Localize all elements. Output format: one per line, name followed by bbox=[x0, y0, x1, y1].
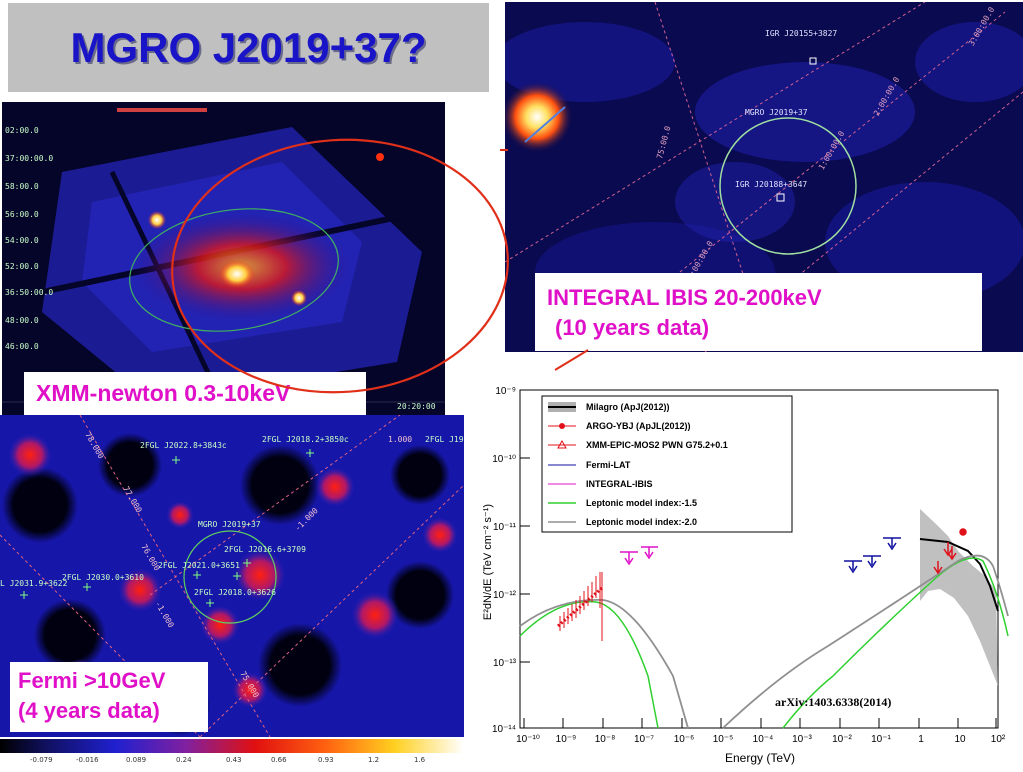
slide-title: MGRO J2019+37? bbox=[70, 23, 427, 71]
x-tick-label: 10 bbox=[954, 734, 966, 745]
legend-box bbox=[541, 395, 793, 533]
plot-frame bbox=[519, 389, 999, 729]
x-tick-label: 10⁻⁷ bbox=[634, 734, 654, 745]
fermi-source-label: 2FGL J19 bbox=[425, 435, 464, 444]
x-axis-label: Energy (TeV) bbox=[725, 751, 795, 765]
xmm-dec-label: 54:00.0 bbox=[5, 236, 39, 245]
legend-label: Milagro (ApJ(2012)) bbox=[586, 402, 670, 412]
y-tick-label: 10⁻¹¹ bbox=[493, 522, 517, 533]
fermi-source-label: 2FGL J2021.0+3651 bbox=[158, 561, 240, 570]
x-tick-label: 1 bbox=[918, 734, 924, 745]
fermi-source-label: 2FGL J2022.8+3843c bbox=[140, 441, 227, 450]
xmm-caption: XMM-newton 0.3-10keV bbox=[24, 372, 366, 418]
integral-caption: INTEGRAL IBIS 20-200keV (10 years data) bbox=[535, 273, 982, 351]
x-tick-label: 10⁻¹⁰ bbox=[516, 734, 540, 745]
xmm-dec-label: 48:00.0 bbox=[5, 316, 39, 325]
xmm-dec-label: 56:00.0 bbox=[5, 210, 39, 219]
x-tick-label: 10⁻⁵ bbox=[713, 734, 734, 745]
colorbar-tick: 1.6 bbox=[414, 756, 426, 764]
legend-label: Leptonic model index:-1.5 bbox=[586, 498, 697, 508]
x-tick-label: 10⁻⁶ bbox=[674, 734, 695, 745]
xmm-dec-label: 02:00.0 bbox=[5, 126, 39, 135]
legend-label: Fermi-LAT bbox=[586, 460, 631, 470]
x-tick-label: 10⁻² bbox=[832, 734, 852, 745]
xmm-dec-label: 37:00:00.0 bbox=[5, 154, 54, 163]
xmm-caption-text: XMM-newton 0.3-10keV bbox=[36, 380, 291, 406]
x-tick-label: 10⁻⁹ bbox=[556, 734, 577, 745]
title-box: MGRO J2019+37? bbox=[8, 3, 489, 92]
xmm-dec-label: 52:00.0 bbox=[5, 262, 39, 271]
fermi-source-label: 2FGL J2018.2+3850c bbox=[262, 435, 349, 444]
fermi-image bbox=[0, 415, 464, 737]
integral-upper-limits bbox=[620, 546, 658, 566]
legend-swatch bbox=[559, 423, 565, 429]
fermi-source-label: 2FGL J2018.0+3626 bbox=[194, 588, 276, 597]
fermi-source-label: L J2031.9+3622 bbox=[0, 579, 68, 588]
fermi-grid-label: 1.000 bbox=[388, 435, 413, 444]
x-tick-label: 10² bbox=[991, 734, 1006, 745]
x-tick-label: 10⁻³ bbox=[792, 734, 812, 745]
citation-label: arXiv:1403.6338(2014) bbox=[775, 695, 891, 709]
integral-caption-line1: INTEGRAL IBIS 20-200keV bbox=[547, 285, 822, 310]
legend-label: Leptonic model index:-2.0 bbox=[586, 517, 697, 527]
colorbar-tick: 0.66 bbox=[271, 756, 287, 764]
legend-label: XMM-EPIC-MOS2 PWN G75.2+0.1 bbox=[586, 440, 728, 450]
colorbar-tick: 0.24 bbox=[176, 756, 192, 764]
sed-plot: Milagro (ApJ(2012)) ARGO-YBJ (ApJL(2012)… bbox=[478, 376, 1023, 767]
leptonic-2.0-curve bbox=[519, 599, 689, 729]
colorbar-gradient bbox=[0, 739, 464, 753]
sed-plot-svg: Milagro (ApJ(2012)) ARGO-YBJ (ApJL(2012)… bbox=[482, 386, 1009, 765]
fermi-source-label: MGRO J2019+37 bbox=[198, 520, 261, 529]
connector-line bbox=[554, 349, 589, 371]
integral-source-label: IGR J20188+3647 bbox=[735, 180, 808, 189]
integral-caption-line2: (10 years data) bbox=[555, 315, 710, 340]
fermi-caption-line1: Fermi >10GeV bbox=[18, 668, 166, 693]
colorbar-tick: 0.089 bbox=[126, 756, 147, 764]
colorbar-tick: 0.43 bbox=[226, 756, 242, 764]
fermi-caption: Fermi >10GeV (4 years data) bbox=[10, 662, 208, 732]
legend-label: INTEGRAL-IBIS bbox=[586, 479, 653, 489]
leptonic-1.5-curve bbox=[519, 600, 659, 729]
fermi-caption-line2: (4 years data) bbox=[18, 698, 160, 723]
y-tick-label: 10⁻¹³ bbox=[493, 658, 517, 669]
xmm-image-panel: 02:00.0 37:00:00.0 58:00.0 56:00.0 54:00… bbox=[2, 102, 445, 415]
xmm-ra-label: 20:20:00 bbox=[397, 402, 436, 411]
legend-label: ARGO-YBJ (ApJL(2012)) bbox=[586, 421, 691, 431]
colorbar-tick: 1.2 bbox=[368, 756, 380, 764]
colorbar-tick: -0.079 bbox=[30, 756, 53, 764]
x-tick-label: 10⁻¹ bbox=[871, 734, 891, 745]
x-tick-label: 10⁻⁴ bbox=[753, 734, 774, 745]
integral-source-label: IGR J20155+3827 bbox=[765, 29, 838, 38]
integral-source-label: MGRO J2019+37 bbox=[745, 108, 808, 117]
milagro-band bbox=[920, 509, 998, 686]
y-tick-label: 10⁻¹² bbox=[493, 590, 517, 601]
y-tick-label: 10⁻⁹ bbox=[495, 386, 516, 397]
fermi-source-label: 2FGL J2030.0+3610 bbox=[62, 573, 144, 582]
leptonic-1.5-curve-high bbox=[782, 557, 1009, 729]
fermi-source-label: 2FGL J2016.6+3709 bbox=[224, 545, 306, 554]
y-tick-label: 10⁻¹⁰ bbox=[492, 454, 516, 465]
colorbar-tick: 0.93 bbox=[318, 756, 334, 764]
xmm-dec-label: 36:50:00.0 bbox=[5, 288, 54, 297]
fermi-upper-limits bbox=[844, 537, 901, 574]
legend-swatch bbox=[557, 439, 567, 449]
y-axis-label: E²dN/dE (TeV cm⁻² s⁻¹) bbox=[482, 504, 494, 620]
x-tick-label: 10⁻⁸ bbox=[595, 734, 616, 745]
xmm-points-band bbox=[557, 586, 603, 628]
colorbar: -0.079 -0.016 0.089 0.24 0.43 0.66 0.93 … bbox=[0, 737, 464, 767]
leptonic-2.0-curve-high bbox=[722, 554, 1009, 729]
xmm-dec-label: 58:00.0 bbox=[5, 182, 39, 191]
xmm-points bbox=[559, 572, 603, 641]
colorbar-tick: -0.016 bbox=[76, 756, 99, 764]
argo-points bbox=[933, 528, 967, 575]
xmm-image bbox=[2, 102, 445, 415]
y-tick-label: 10⁻¹⁴ bbox=[492, 724, 516, 735]
xmm-dec-label: 46:00.0 bbox=[5, 342, 39, 351]
